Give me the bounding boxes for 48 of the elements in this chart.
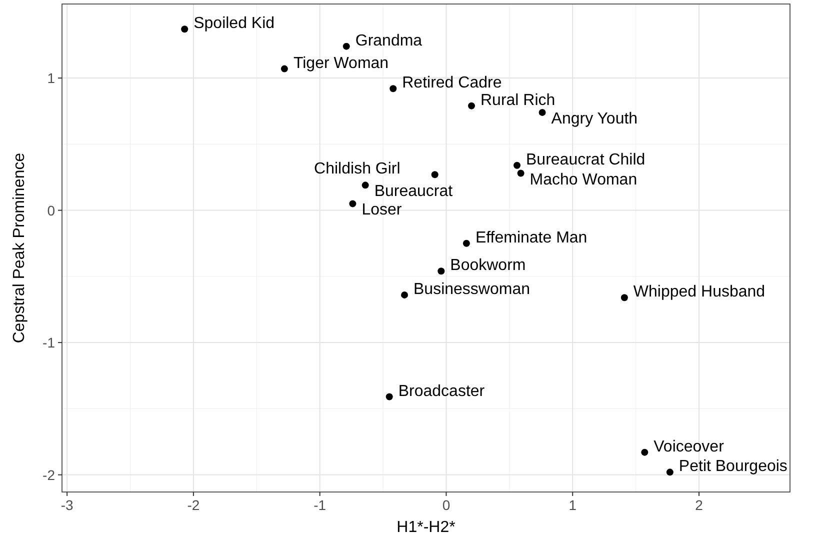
point — [181, 26, 188, 33]
point — [431, 171, 438, 178]
x-tick-label: 0 — [442, 497, 450, 513]
point — [362, 182, 369, 189]
annotation: Macho Woman — [530, 171, 638, 188]
point — [386, 393, 393, 400]
annotation: Bureaucrat — [374, 183, 454, 200]
point — [620, 294, 628, 302]
annotation: Grandma — [355, 32, 422, 50]
point — [280, 65, 288, 72]
annotation: Bookworm — [450, 257, 526, 274]
annotation: Broadcaster — [398, 382, 486, 400]
point — [641, 448, 648, 456]
point — [468, 102, 475, 110]
point — [438, 268, 445, 275]
x-tick-label: -1 — [314, 497, 326, 513]
annotation: Childish Girl — [314, 160, 400, 178]
x-tick-label: 1 — [568, 497, 577, 513]
x-tick-label: 2 — [695, 497, 704, 513]
point — [390, 85, 397, 92]
point — [349, 200, 356, 208]
point — [462, 240, 470, 247]
point — [517, 170, 524, 177]
y-tick-label: 1 — [47, 70, 56, 86]
annotation: Bureaucrat Child — [526, 151, 646, 168]
point — [538, 108, 546, 116]
x-tick-label: -3 — [60, 497, 74, 513]
annotation: Spoiled Kid — [194, 15, 275, 32]
point — [401, 291, 408, 298]
point — [342, 42, 350, 50]
annotation: Businesswoman — [414, 280, 530, 298]
y-axis-title: Cepstral Peak Prominence — [11, 152, 28, 344]
annotation: Tiger Woman — [293, 54, 389, 72]
y-tick-label: 0 — [47, 202, 56, 218]
annotation: Voiceover — [654, 438, 725, 456]
annotation: Rural Rich — [480, 92, 556, 109]
annotation: Whipped Husband — [633, 284, 766, 301]
y-tick-label: -2 — [42, 466, 56, 483]
point — [514, 162, 520, 169]
annotation: Loser — [362, 202, 402, 219]
annotation: Angry Youth — [551, 110, 638, 128]
annotation: Effeminate Man — [475, 229, 588, 246]
point — [666, 468, 674, 476]
x-tick-label: -2 — [187, 497, 200, 513]
annotation: Petit Bourgeois — [678, 458, 788, 476]
y-tick-label: -1 — [42, 334, 56, 351]
x-axis-title: H1*-H2* — [396, 519, 456, 536]
annotation: Retired Cadre — [402, 74, 502, 92]
